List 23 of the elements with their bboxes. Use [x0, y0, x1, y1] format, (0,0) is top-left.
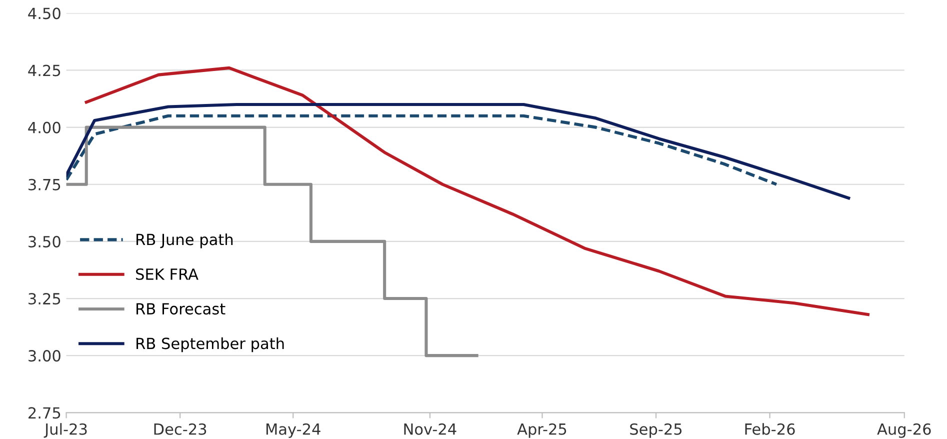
y-tick-label: 3.50 — [28, 236, 60, 248]
y-tick-label: 4.25 — [28, 64, 60, 76]
x-tick-label: Dec-23 — [154, 423, 206, 435]
y-tick-label: 3.75 — [28, 178, 60, 190]
line-series — [66, 102, 850, 200]
legend-label: RB June path — [136, 233, 233, 248]
line-series — [84, 66, 870, 316]
y-tick-label: 3.25 — [28, 292, 60, 305]
x-tick-label: Jul-23 — [44, 423, 87, 438]
x-tick-label: Apr-25 — [517, 423, 566, 438]
legend-label: SEK FRA — [136, 268, 198, 280]
x-tick-label: Nov-24 — [404, 423, 456, 435]
legend-label: RB Forecast — [136, 303, 226, 315]
line-series — [66, 114, 778, 186]
x-tick-label: Aug-26 — [877, 423, 931, 438]
y-tick-label: 4.50 — [28, 8, 60, 20]
x-tick-label: May-24 — [266, 423, 320, 438]
y-tick-label: 4.00 — [28, 122, 60, 134]
y-tick-label: 3.00 — [28, 350, 60, 362]
x-tick-label: Sep-25 — [630, 423, 682, 438]
y-tick-label: 2.75 — [28, 407, 60, 419]
x-tick-label: Feb-26 — [745, 423, 795, 435]
legend-label: RB September path — [136, 337, 284, 352]
